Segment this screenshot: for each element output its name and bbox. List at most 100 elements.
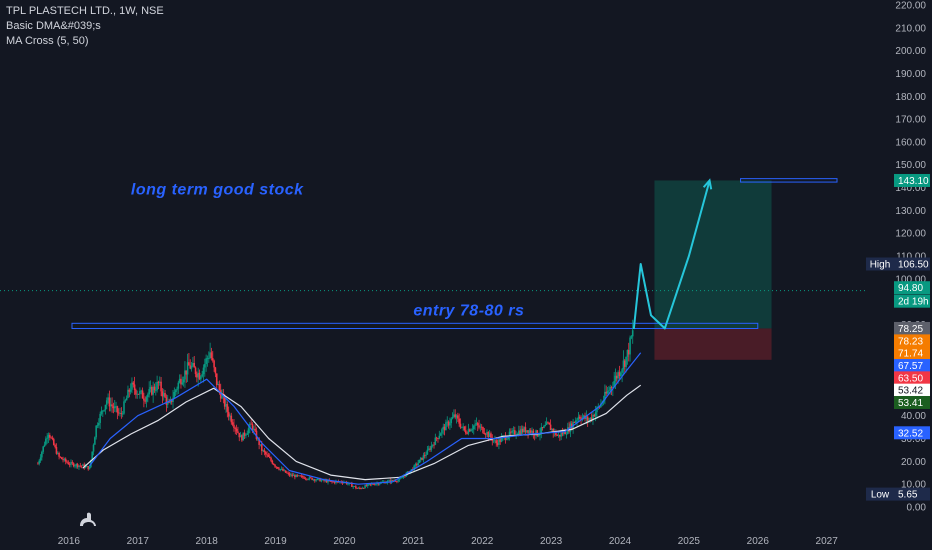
candle-body <box>596 407 598 413</box>
ma-cross-line <box>89 352 642 485</box>
candle-body <box>109 404 112 407</box>
candle-body <box>464 430 467 434</box>
chart-annotation[interactable]: long term good stock <box>131 181 304 198</box>
chart-annotation[interactable]: entry 78-80 rs <box>413 302 524 319</box>
stop-loss-zone[interactable] <box>654 328 772 360</box>
candle-body <box>470 429 472 432</box>
candle-body <box>453 414 455 417</box>
candle-body <box>520 428 523 435</box>
candle-body <box>84 466 87 468</box>
candle-body <box>490 433 492 438</box>
candle-body <box>467 429 470 434</box>
candle-body <box>219 390 222 399</box>
candle-body <box>622 360 625 370</box>
y-tick-label: 150.00 <box>895 160 926 171</box>
candle-body <box>185 370 188 375</box>
price-tag-label: Low <box>871 490 890 501</box>
candle-body <box>282 468 284 471</box>
x-tick-label: 2018 <box>196 536 219 547</box>
candle-body <box>147 394 149 398</box>
candle-body <box>447 421 450 426</box>
candle-body <box>153 386 156 391</box>
candle-body <box>586 416 589 421</box>
projection-arrow-icon <box>702 178 713 190</box>
candle-body <box>112 406 115 409</box>
candle-body <box>108 397 111 407</box>
symbol-title[interactable]: TPL PLASTECH LTD., 1W, NSE <box>6 5 164 17</box>
candle-body <box>430 445 433 450</box>
candle-body <box>531 430 533 433</box>
candle-body <box>120 413 123 414</box>
candle-body <box>76 463 79 467</box>
candle-body <box>239 435 242 438</box>
candle-body <box>202 367 205 375</box>
candle-body <box>82 464 84 466</box>
chart-legend: TPL PLASTECH LTD., 1W, NSE Basic DMA&#03… <box>6 4 164 49</box>
price-tag-value: 78.25 <box>898 324 923 335</box>
candle-body <box>263 450 266 453</box>
candle-body <box>292 475 295 476</box>
candle-body <box>438 435 441 439</box>
candle-body <box>609 387 611 391</box>
candle-body <box>284 470 287 473</box>
candle-body <box>451 416 454 419</box>
candle-body <box>598 406 601 408</box>
candle-body <box>196 374 198 378</box>
candle-body <box>488 433 491 438</box>
candle-body <box>43 444 46 447</box>
candle-body <box>59 456 62 458</box>
candle-body <box>608 390 610 392</box>
time-axis[interactable]: 2016 2017 2018 2019 2020 2021 2022 2023 2024 2025… <box>58 536 838 547</box>
resistance-zone[interactable] <box>71 322 759 329</box>
candle-body <box>113 406 116 409</box>
candle-body <box>74 465 76 467</box>
candle-body <box>495 440 498 444</box>
indicator-ma-cross[interactable]: MA Cross (5, 50) <box>6 35 89 47</box>
candle-body <box>621 369 623 373</box>
candle-body <box>276 467 279 469</box>
candle-body <box>555 431 557 436</box>
candle-body <box>514 430 516 435</box>
indicator-basic-dma[interactable]: Basic DMA&#039;s <box>6 20 101 32</box>
price-tag-value: 143.10 <box>898 176 929 187</box>
candle-body <box>556 435 559 436</box>
candle-body <box>423 455 426 457</box>
candle-body <box>372 483 374 485</box>
candle-body <box>215 373 218 385</box>
target-zone[interactable] <box>740 178 838 183</box>
candle-body <box>627 350 630 355</box>
price-tag-label-bg <box>866 487 894 501</box>
candle-body <box>62 459 64 461</box>
candle-body <box>574 420 577 423</box>
candle-body <box>565 433 568 435</box>
candle-body <box>234 428 237 429</box>
candle-body <box>325 480 328 483</box>
candle-body <box>560 432 562 437</box>
y-tick-label: 180.00 <box>895 92 926 103</box>
candle-body <box>157 381 160 383</box>
candle-body <box>149 387 152 390</box>
candle-body <box>398 478 401 480</box>
candle-body <box>151 387 153 395</box>
candle-body <box>496 443 499 445</box>
candle-body <box>443 426 446 431</box>
price-tag-value: 94.80 <box>898 283 923 294</box>
candle-body <box>190 365 193 369</box>
price-tag-value: 63.50 <box>898 373 923 384</box>
candle-body <box>532 430 535 435</box>
candle-body <box>94 437 96 445</box>
candle-body <box>357 487 360 489</box>
candle-body <box>288 473 291 476</box>
tradingview-logo-icon[interactable] <box>80 512 96 526</box>
candle-body <box>218 384 221 391</box>
candle-body <box>492 440 495 442</box>
x-tick-label: 2025 <box>678 536 701 547</box>
candle-body <box>237 431 239 433</box>
candle-body <box>186 362 189 375</box>
candle-body <box>296 474 299 476</box>
candle-body <box>476 423 479 426</box>
x-tick-label: 2017 <box>127 536 150 547</box>
candle-body <box>275 466 278 468</box>
